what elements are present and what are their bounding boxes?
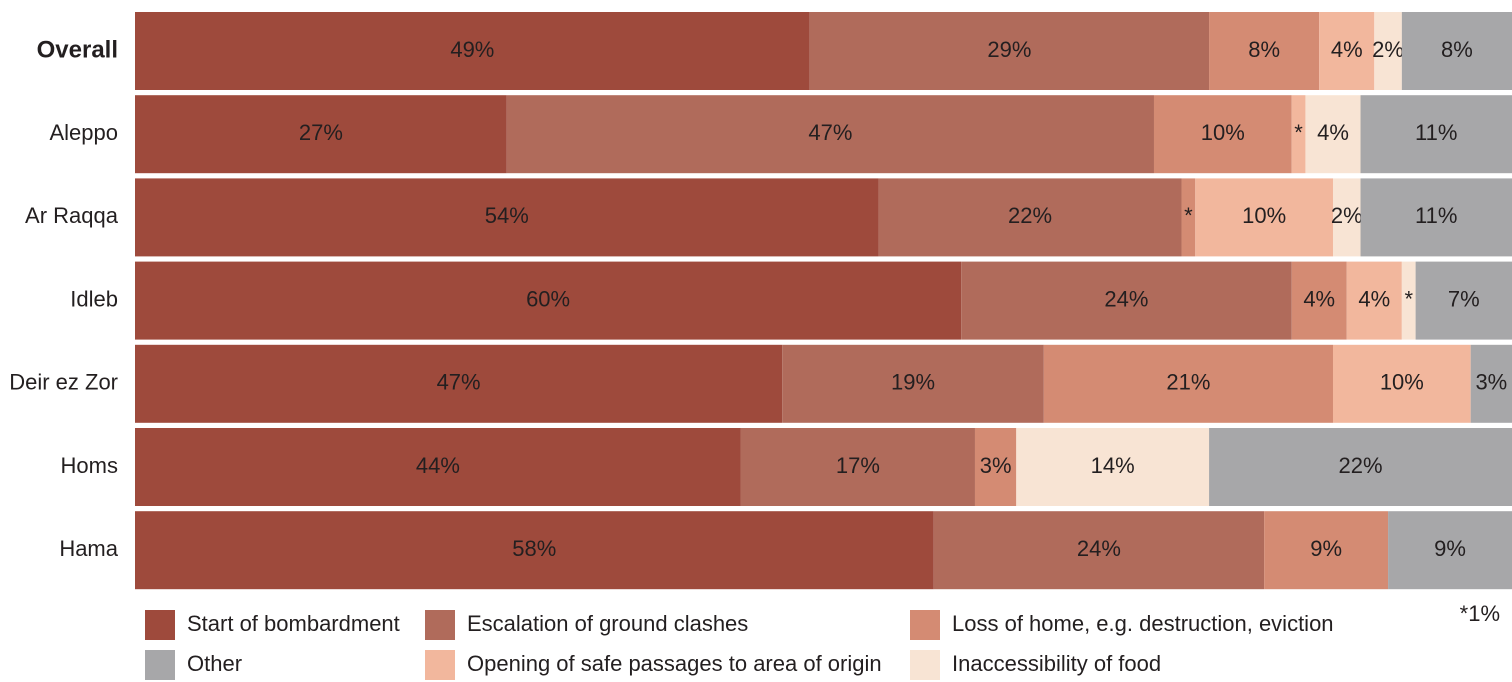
bar-segment (1181, 178, 1196, 257)
y-tick-label: Ar Raqqa (25, 203, 119, 228)
value-label: 47% (437, 370, 481, 395)
y-tick-label: Overall (37, 36, 118, 63)
bar-segment (135, 511, 934, 590)
y-tick-label: Homs (61, 453, 118, 478)
value-label: 54% (485, 203, 529, 228)
value-label: 4% (1303, 286, 1335, 311)
value-label: 27% (299, 120, 343, 145)
value-label: 17% (836, 453, 880, 478)
value-label: * (1404, 286, 1413, 311)
value-label: 11% (1415, 203, 1457, 228)
bar-segment (1016, 428, 1210, 506)
value-label: 24% (1104, 286, 1148, 311)
bar-segment (135, 428, 741, 506)
bar-segment (1360, 178, 1512, 257)
bar-segment (1291, 261, 1347, 340)
value-label: * (1184, 203, 1193, 228)
bar-segment (1291, 95, 1306, 174)
legend-label: Loss of home, e.g. destruction, eviction (952, 611, 1334, 636)
bar-segment (1415, 261, 1512, 340)
legend-label: Inaccessibility of food (952, 651, 1161, 676)
legend-swatch (425, 610, 455, 640)
value-label: 29% (987, 37, 1031, 62)
legend-label: Escalation of ground clashes (467, 611, 748, 636)
value-label: 22% (1008, 203, 1052, 228)
bar-segment (974, 428, 1017, 506)
bar-segment (1305, 95, 1361, 174)
value-label: 22% (1339, 453, 1383, 478)
legend-label: Opening of safe passages to area of orig… (467, 651, 882, 676)
bar-segment (740, 428, 975, 506)
value-label: 4% (1331, 37, 1363, 62)
bar-segment (809, 12, 1210, 90)
value-label: 8% (1248, 37, 1280, 62)
value-label: 44% (416, 453, 460, 478)
y-tick-label: Deir ez Zor (9, 370, 118, 395)
bar-segment (961, 261, 1292, 340)
value-label: 47% (808, 120, 852, 145)
value-label: 10% (1201, 120, 1245, 145)
bar-segment (1470, 344, 1512, 423)
bar-segment (135, 12, 810, 90)
value-label: 7% (1448, 286, 1480, 311)
legend-swatch (910, 610, 940, 640)
value-label: 10% (1380, 370, 1424, 395)
bar-segment (1374, 12, 1402, 90)
bar-segment (782, 344, 1044, 423)
value-label: 9% (1434, 536, 1466, 561)
bar-segment (135, 261, 962, 340)
bar-segment (506, 95, 1154, 174)
bar-segment (1153, 95, 1292, 174)
bar-segment (135, 344, 783, 423)
value-label: 49% (450, 37, 494, 62)
bar-segment (1332, 344, 1471, 423)
bar-segment (1388, 511, 1512, 590)
y-tick-label: Aleppo (49, 120, 118, 145)
y-tick-label: Idleb (70, 286, 118, 311)
y-tick-label: Hama (59, 536, 118, 561)
value-label: 10% (1242, 203, 1286, 228)
bar-segment (933, 511, 1265, 590)
bar-segment (1319, 12, 1375, 90)
value-label: 11% (1415, 120, 1457, 145)
value-label: 9% (1310, 536, 1342, 561)
legend-label: Start of bombardment (187, 611, 400, 636)
bar-segment (1209, 428, 1512, 506)
bar-segment (1332, 178, 1361, 257)
value-label: 19% (891, 370, 935, 395)
bar-segment (135, 95, 507, 174)
value-label: * (1294, 120, 1303, 145)
bar-segment (1264, 511, 1389, 590)
legend-swatch (145, 650, 175, 680)
bar-segment (1195, 178, 1333, 257)
bar-segment (1043, 344, 1333, 423)
value-label: 21% (1166, 370, 1210, 395)
bar-segment (1346, 261, 1402, 340)
value-label: 24% (1077, 536, 1121, 561)
value-label: 3% (980, 453, 1012, 478)
legend-swatch (145, 610, 175, 640)
bar-segment (1401, 261, 1416, 340)
legend-swatch (425, 650, 455, 680)
bar-segment (135, 178, 879, 257)
value-label: 14% (1091, 453, 1135, 478)
value-label: 4% (1317, 120, 1349, 145)
legend-label: Other (187, 651, 242, 676)
bar-segment (1401, 12, 1512, 90)
value-label: 2% (1372, 37, 1404, 62)
value-label: 8% (1441, 37, 1473, 62)
bar-segment (1360, 95, 1512, 174)
value-label: 58% (512, 536, 556, 561)
bar-segment (878, 178, 1182, 257)
value-label: 3% (1475, 370, 1507, 395)
value-label: 2% (1331, 203, 1363, 228)
footnote: *1% (1460, 601, 1500, 626)
value-label: 4% (1358, 286, 1390, 311)
legend-swatch (910, 650, 940, 680)
value-label: 60% (526, 286, 570, 311)
bar-segment (1209, 12, 1320, 90)
